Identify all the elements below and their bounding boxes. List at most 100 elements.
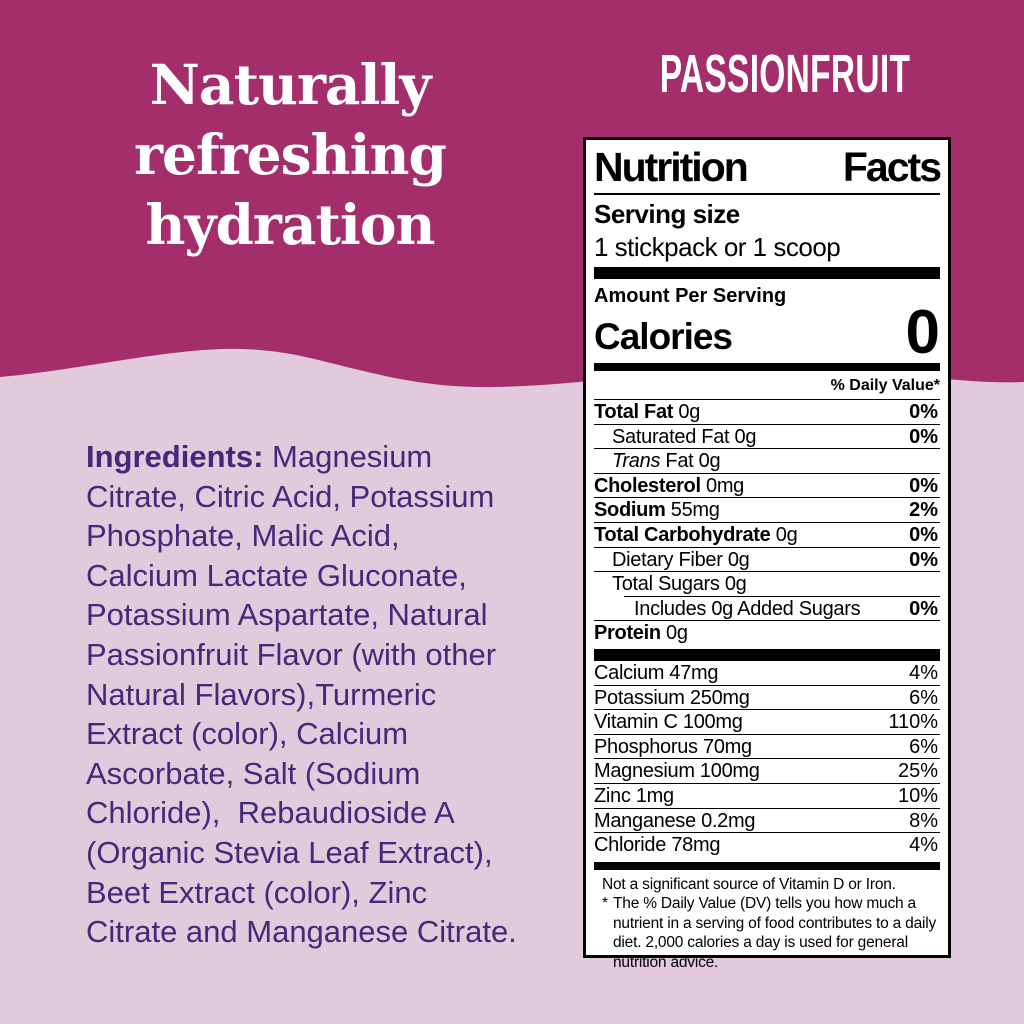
nutrient-name-bold: Cholesterol: [594, 474, 701, 497]
nutrient-name: Sodium 55mg: [594, 499, 720, 522]
ingredients-line: Passionfruit Flavor (with other: [86, 636, 497, 672]
nutrition-facts-title-word: Nutrition: [594, 144, 749, 190]
medium-divider: [594, 861, 940, 870]
ingredients-line: Calcium Lactate Gluconate,: [86, 557, 467, 593]
nutrient-name-bold: Protein: [594, 622, 661, 645]
nutrient-name-bold: Total Carbohydrate: [594, 523, 771, 546]
daily-value-header: % Daily Value*: [830, 377, 940, 394]
nutrient-name: Trans Fat 0g: [612, 450, 721, 473]
nutrition-row: Manganese 0.2mg 8%: [594, 807, 940, 833]
nutrient-name: Total Carbohydrate 0g: [594, 523, 798, 546]
ingredients-label: Ingredients:: [86, 439, 264, 474]
daily-value: 8%: [909, 809, 938, 832]
nutrition-row: Vitamin C 100mg 110%: [594, 709, 940, 734]
nutrient-name: Magnesium 100mg: [594, 760, 760, 783]
nutrient-name-bold: Total Fat: [594, 401, 674, 423]
nutrient-name: Calcium 47mg: [594, 661, 719, 684]
ingredients-line: Potassium Aspartate, Natural: [86, 597, 488, 633]
nutrient-name: Potassium 250mg: [594, 686, 750, 709]
calories-label: Calories: [594, 316, 733, 357]
serving-size-label: Serving size: [594, 199, 740, 229]
daily-value: 25%: [897, 760, 938, 783]
daily-value: 0%: [909, 597, 938, 620]
nutrient-name-italic: Trans: [612, 450, 661, 473]
nutrition-row: Potassium 250mg 6%: [594, 684, 940, 710]
nutrition-row: Total Fat 0g 0%: [594, 399, 940, 424]
medium-divider: [594, 363, 940, 371]
thick-divider: [594, 648, 940, 661]
nutrient-name: Cholesterol 0mg: [594, 474, 744, 497]
nf-main-rows: Total Fat 0g 0% Saturated Fat 0g 0% Trans Fa…: [594, 399, 940, 645]
ingredients-line: Beet Extract (color), Zinc: [86, 874, 428, 910]
headline: Naturally refreshing hydration: [30, 50, 550, 260]
daily-value: 2%: [909, 499, 938, 522]
nutrition-row: Dietary Fiber 0g 0%: [594, 546, 940, 572]
daily-value: 0%: [909, 425, 938, 448]
daily-value: 6%: [909, 735, 938, 758]
flavor-name-text: PASSIONFRUIT: [659, 44, 911, 104]
nutrition-row: Total Carbohydrate 0g 0%: [594, 521, 940, 547]
headline-line: Naturally: [149, 52, 432, 117]
nutrient-name: Total Fat 0g: [594, 401, 701, 423]
daily-value: 4%: [909, 834, 938, 857]
footnote-daily-value: * The % Daily Value (DV) tells you how m…: [602, 894, 938, 972]
nutrition-row: Protein 0g: [594, 620, 940, 645]
serving-size-value: 1 stickpack or 1 scoop: [594, 232, 841, 262]
daily-value: 0%: [909, 474, 938, 497]
flavor-name: PASSIONFRUIT: [583, 44, 951, 104]
daily-value: 0%: [909, 548, 938, 571]
ingredients-text: Ingredients: Magnesium Citrate, Citric Ac…: [86, 437, 576, 952]
amount-per-serving-label: Amount Per Serving: [594, 285, 787, 307]
nutrition-row: Cholesterol 0mg 0%: [594, 472, 940, 498]
footnote: Not a significant source of Vitamin D or…: [594, 870, 940, 973]
ingredients-line: (Organic Stevia Leaf Extract),: [86, 834, 493, 870]
nutrient-name: Dietary Fiber 0g: [612, 548, 750, 571]
divider: [594, 193, 940, 195]
ingredients-line: Ingredients: Magnesium: [86, 439, 433, 474]
nutrition-row: Sodium 55mg 2%: [594, 497, 940, 522]
nutrient-name: Includes 0g Added Sugars: [634, 597, 861, 620]
daily-value: 0%: [909, 523, 938, 546]
ingredients-line: Ascorbate, Salt (Sodium: [86, 755, 421, 791]
nutrient-name: Manganese 0.2mg: [594, 809, 756, 832]
ingredients-line: Chloride), Rebaudioside A: [86, 795, 455, 831]
nutrient-name-bold: Sodium: [594, 499, 666, 522]
headline-line: hydration: [145, 192, 436, 257]
nutrition-row: Magnesium 100mg 25%: [594, 758, 940, 783]
ingredients-line: Phosphate, Malic Acid,: [86, 518, 400, 554]
calories-row: Calories 0: [594, 298, 940, 367]
daily-value: 110%: [888, 711, 938, 734]
ingredients-line: Extract (color), Calcium: [86, 716, 409, 752]
nutrition-facts-title: Nutrition Facts: [594, 144, 942, 190]
daily-value: 0%: [909, 401, 938, 423]
nutrient-name: Vitamin C 100mg: [594, 711, 743, 734]
nutrition-row: Chloride 78mg 4%: [594, 832, 940, 857]
nutrient-name: Saturated Fat 0g: [612, 425, 757, 448]
footnote-note: Not a significant source of Vitamin D or…: [602, 875, 896, 893]
headline-line: refreshing: [134, 122, 447, 187]
calories-value: 0: [905, 298, 940, 367]
footnote-daily-value-text: The % Daily Value (DV) tells you how muc…: [613, 895, 937, 971]
nutrient-name: Protein 0g: [594, 622, 688, 645]
nutrition-row: Calcium 47mg 4%: [594, 661, 940, 685]
nutrient-name: Zinc 1mg: [594, 784, 674, 807]
nutrition-row: Includes 0g Added Sugars 0%: [624, 595, 940, 621]
thick-divider: [594, 267, 940, 279]
nutrition-facts-title-word: Facts: [842, 144, 942, 190]
nutrient-name: Phosphorus 70mg: [594, 735, 752, 758]
ingredients-line: Natural Flavors),Turmeric: [86, 676, 437, 712]
nutrition-row: Zinc 1mg 10%: [594, 782, 940, 808]
nutrition-facts-panel: Nutrition Facts Serving size 1 stickpack …: [583, 137, 951, 971]
nutrition-row: Phosphorus 70mg 6%: [594, 733, 940, 759]
daily-value: 10%: [897, 784, 938, 807]
daily-value: 6%: [909, 686, 938, 709]
ingredients-line: Citrate and Manganese Citrate.: [86, 914, 517, 950]
footnote-asterisk: *: [602, 895, 608, 913]
nutrient-name: Total Sugars 0g: [612, 573, 747, 596]
daily-value: 4%: [909, 661, 938, 684]
nf-mineral-rows: Calcium 47mg 4% Potassium 250mg 6% Vitamin C…: [594, 661, 940, 857]
nutrition-row: Trans Fat 0g: [594, 448, 940, 473]
nutrient-name: Chloride 78mg: [594, 834, 721, 857]
ingredients-line: Citrate, Citric Acid, Potassium: [86, 478, 495, 514]
